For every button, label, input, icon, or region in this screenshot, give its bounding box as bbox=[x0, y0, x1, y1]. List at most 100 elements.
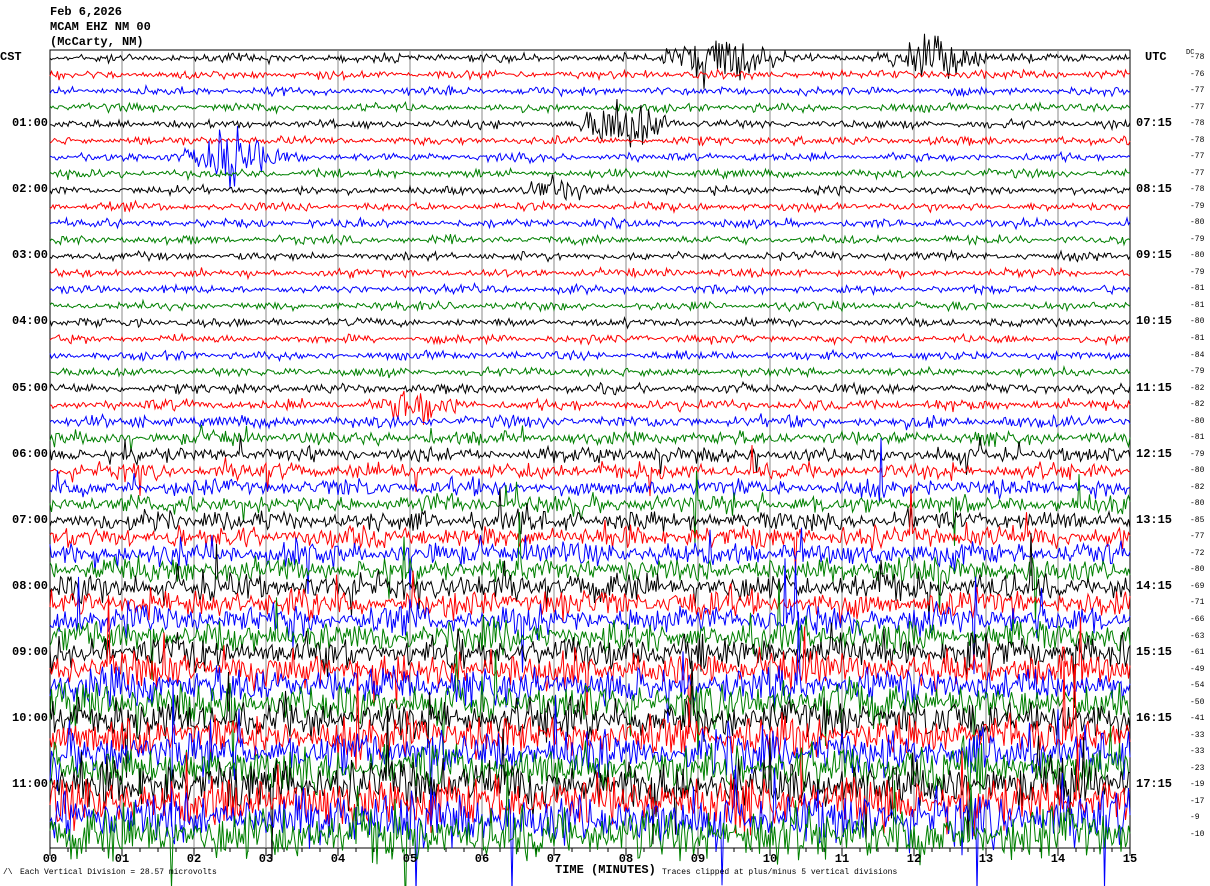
x-tick-label: 06 bbox=[474, 852, 490, 866]
dc-offset-label: -77 bbox=[1190, 102, 1205, 112]
x-tick-label: 13 bbox=[978, 852, 994, 866]
dc-offset-label: -76 bbox=[1190, 69, 1205, 79]
utc-hour-label: 16:15 bbox=[1136, 711, 1173, 726]
seismic-trace bbox=[49, 527, 1131, 594]
seismic-trace bbox=[49, 316, 1131, 330]
seismic-trace bbox=[49, 174, 1131, 202]
seismic-trace bbox=[49, 125, 1131, 189]
dc-offset-label: -63 bbox=[1190, 631, 1205, 641]
seismic-trace bbox=[49, 216, 1131, 231]
dc-offset-label: -33 bbox=[1190, 730, 1205, 740]
dc-offset-label: -79 bbox=[1190, 234, 1205, 244]
dc-offset-label: -66 bbox=[1190, 615, 1205, 625]
dc-offset-label: -49 bbox=[1190, 664, 1205, 674]
seismic-trace bbox=[49, 650, 1131, 777]
seismic-trace bbox=[49, 365, 1131, 379]
cst-hour-label: 02:00 bbox=[12, 182, 49, 197]
dc-offset-label: -77 bbox=[1190, 168, 1205, 178]
seismic-trace bbox=[49, 167, 1131, 182]
dc-offset-label: -82 bbox=[1190, 400, 1205, 410]
dc-offset-label: -41 bbox=[1190, 714, 1205, 724]
dc-offset-label: -81 bbox=[1190, 433, 1205, 443]
seismic-trace bbox=[49, 249, 1131, 263]
dc-offset-label: -82 bbox=[1190, 482, 1205, 492]
dc-offset-label: -72 bbox=[1190, 548, 1205, 558]
x-tick-label: 14 bbox=[1050, 852, 1066, 866]
x-tick-label: 08 bbox=[618, 852, 634, 866]
dc-offset-label: -50 bbox=[1190, 697, 1205, 707]
dc-offset-label: -80 bbox=[1190, 251, 1205, 261]
dc-offset-label: -61 bbox=[1190, 648, 1205, 658]
dc-offset-label: -78 bbox=[1190, 185, 1205, 195]
seismic-trace bbox=[49, 424, 1131, 452]
dc-offset-label: -80 bbox=[1190, 218, 1205, 228]
dc-offset-label: -78 bbox=[1190, 135, 1205, 145]
dc-offset-label: -69 bbox=[1190, 581, 1205, 591]
seismic-trace bbox=[49, 488, 1131, 535]
dc-offset-label: -81 bbox=[1190, 334, 1205, 343]
seismic-trace bbox=[49, 679, 1131, 827]
seismic-trace bbox=[49, 437, 1131, 503]
cst-hour-label: 09:00 bbox=[12, 645, 49, 660]
utc-hour-label: 14:15 bbox=[1136, 578, 1173, 593]
x-tick-label: 03 bbox=[258, 852, 274, 866]
dc-offset-label: -17 bbox=[1190, 796, 1205, 806]
seismic-trace bbox=[49, 581, 1131, 681]
cst-hour-label: 01:00 bbox=[12, 116, 49, 131]
seismic-trace bbox=[49, 470, 1131, 546]
dc-offset-label: -80 bbox=[1190, 317, 1205, 327]
x-tick-label: 07 bbox=[546, 852, 562, 866]
dc-offset-label: -78 bbox=[1190, 119, 1205, 129]
seismic-trace bbox=[49, 83, 1131, 98]
cst-hour-label: 08:00 bbox=[12, 578, 49, 593]
dc-offset-label: -81 bbox=[1190, 300, 1205, 310]
dc-offset-label: -80 bbox=[1190, 416, 1205, 426]
x-tick-label: 02 bbox=[186, 852, 202, 866]
seismic-trace bbox=[49, 281, 1131, 296]
seismic-trace bbox=[49, 380, 1131, 396]
seismic-trace bbox=[49, 484, 1131, 574]
seismic-trace bbox=[49, 435, 1131, 475]
x-tick-label: 11 bbox=[834, 852, 850, 866]
seismic-trace bbox=[49, 533, 1131, 620]
seismic-trace bbox=[49, 622, 1131, 708]
utc-hour-label: 11:15 bbox=[1136, 380, 1173, 395]
seismic-trace bbox=[49, 233, 1131, 247]
scale-note: Each Vertical Division = 28.57 microvolt… bbox=[20, 868, 217, 877]
cst-axis-title: CST bbox=[0, 50, 22, 64]
dc-offset-label: -23 bbox=[1190, 763, 1205, 773]
utc-hour-label: 17:15 bbox=[1136, 777, 1173, 792]
corner-mark: /\ bbox=[3, 868, 13, 877]
cst-hour-label: 10:00 bbox=[12, 711, 49, 726]
dc-offset-label: -77 bbox=[1190, 532, 1205, 542]
utc-hour-label: 10:15 bbox=[1136, 314, 1173, 329]
seismic-trace bbox=[49, 134, 1131, 147]
dc-offset-label: -80 bbox=[1190, 499, 1205, 509]
dc-offset-label: -80 bbox=[1190, 565, 1205, 575]
x-axis-title: TIME (MINUTES) bbox=[555, 863, 656, 877]
cst-hour-label: 05:00 bbox=[12, 380, 49, 395]
seismic-trace bbox=[49, 660, 1131, 778]
seismic-trace bbox=[49, 33, 1131, 89]
utc-hour-label: 09:15 bbox=[1136, 248, 1173, 263]
seismic-trace bbox=[49, 390, 1131, 425]
x-tick-label: 12 bbox=[906, 852, 922, 866]
x-tick-label: 01 bbox=[114, 852, 130, 866]
dc-offset-label: -10 bbox=[1190, 829, 1205, 839]
x-tick-label: 10 bbox=[762, 852, 778, 866]
dc-offset-label: -33 bbox=[1190, 747, 1205, 757]
seismic-trace bbox=[49, 512, 1131, 623]
seismic-trace bbox=[50, 99, 1131, 148]
dc-offset-label: -82 bbox=[1190, 383, 1205, 393]
dc-offset-label: -79 bbox=[1190, 201, 1205, 211]
clip-note: Traces clipped at plus/minus 5 vertical … bbox=[662, 868, 898, 877]
cst-hour-label: 07:00 bbox=[12, 512, 49, 527]
dc-offset-label: -77 bbox=[1190, 86, 1205, 96]
utc-hour-label: 07:15 bbox=[1136, 116, 1173, 131]
cst-hour-label: 04:00 bbox=[12, 314, 49, 329]
dc-offset-label: -54 bbox=[1190, 681, 1205, 691]
utc-hour-label: 08:15 bbox=[1136, 182, 1173, 197]
dc-offset-label: -78 bbox=[1190, 53, 1205, 62]
seismic-trace bbox=[49, 710, 1130, 860]
